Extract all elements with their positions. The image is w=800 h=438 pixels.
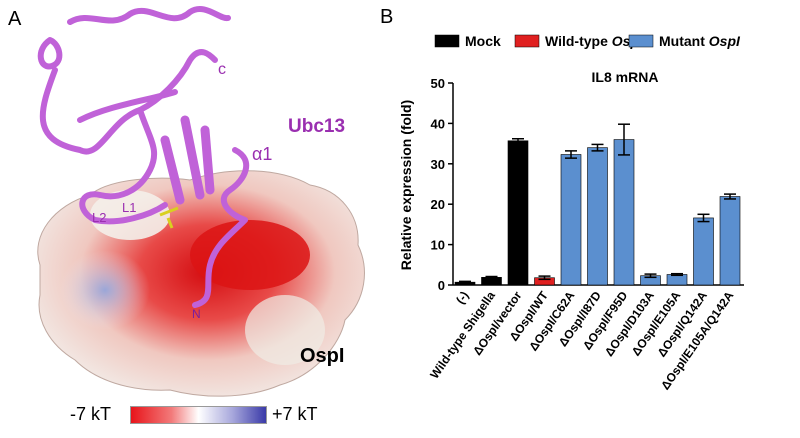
legend-swatch	[628, 34, 654, 48]
ubc13-ribbon	[37, 6, 250, 308]
chart-legend: Mock Wild-type OspI Mutant OspI	[434, 33, 741, 49]
legend-swatch	[434, 34, 460, 48]
legend-swatch	[514, 34, 540, 48]
y-tick-label: 40	[431, 116, 445, 131]
alpha1-label: α1	[252, 144, 272, 164]
bar	[719, 196, 741, 286]
y-axis-label: Relative expression (fold)	[398, 100, 414, 270]
bar	[666, 274, 688, 286]
y-tick-label: 50	[431, 76, 445, 91]
bar	[560, 154, 582, 286]
legend-item: Mutant OspI	[628, 33, 741, 49]
il8-bar-chart: Mock Wild-type OspI Mutant OspI IL8 mRNA R…	[398, 33, 744, 392]
bar	[613, 139, 635, 286]
neutral-pocket	[90, 190, 170, 240]
bar	[587, 147, 608, 286]
chart-title: IL8 mRNA	[592, 69, 659, 85]
negative-patch	[190, 220, 310, 290]
legend-label: Mutant OspI	[659, 33, 741, 49]
c-terminus-label: c	[218, 61, 226, 78]
legend-item: Mock	[434, 33, 501, 49]
ligand-sticks	[159, 206, 179, 229]
loop2-label: L2	[92, 210, 106, 225]
ubc13-label: Ubc13	[288, 116, 345, 137]
ospi-label: OspI	[300, 345, 344, 367]
x-tick-labels: (-)Wild-type ShigellaΔOspI/vectorΔOspI/W…	[427, 288, 736, 392]
n-terminus-label: N	[192, 307, 201, 321]
panel-b-letter: B	[380, 6, 394, 28]
legend-item: Wild-type OspI	[514, 33, 644, 49]
scale-max-label: +7 kT	[272, 404, 318, 424]
legend-label: Mock	[465, 33, 501, 49]
electrostatic-scale-bar	[130, 406, 267, 424]
positive-patch	[60, 250, 150, 330]
y-tick-label: 10	[431, 238, 445, 253]
protein-structure-illustration: Ubc13 α1 c N L1 L2 OspI	[37, 6, 365, 397]
y-tick-label: 0	[438, 278, 445, 293]
loop1-label: L1	[122, 200, 136, 215]
y-tick-label: 20	[431, 197, 445, 212]
chart-bars	[454, 123, 741, 286]
bar	[693, 217, 714, 286]
panel-a-letter: A	[8, 8, 22, 30]
x-tick-label: (-)	[453, 289, 471, 307]
bar	[507, 140, 529, 286]
y-tick-label: 30	[431, 157, 445, 172]
scale-min-label: -7 kT	[70, 404, 112, 424]
neutral-patch	[245, 295, 325, 365]
